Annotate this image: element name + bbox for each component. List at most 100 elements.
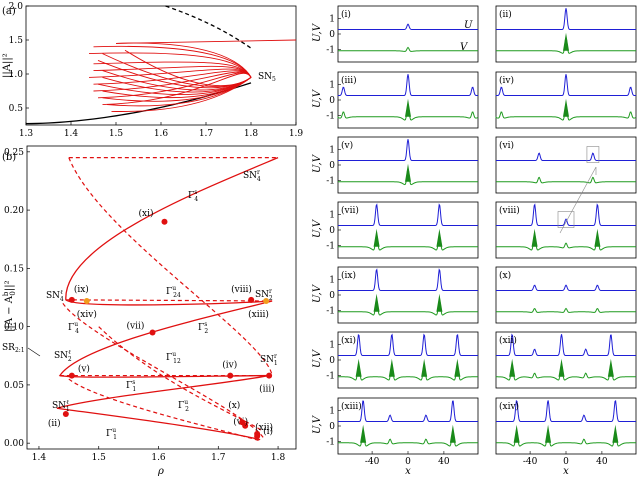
profile-frame: [337, 266, 479, 324]
profile-V-fill: [563, 32, 569, 51]
profile-V-fill: [436, 228, 443, 247]
panel-b-ticks: 1.4 1.5 1.6 1.7 1.8 0.00 0.05 0.10 0.15 0.20 0.25: [4, 148, 286, 463]
profile-V-fill: [355, 358, 362, 377]
point-label-xiv: (xiv): [77, 309, 97, 320]
profile-xlabel: x: [405, 466, 411, 477]
profile-label: (viii): [499, 205, 520, 216]
panel-b-points: (i)(ii)(iii)(iv)(v)(vi)(vii)(viii)(ix)(x…: [48, 208, 275, 440]
profile-U-line: [338, 400, 478, 423]
b-solid-snake: [56, 157, 279, 409]
point-xiii: [263, 297, 270, 304]
profile-V-fill: [436, 293, 443, 312]
label-sn4r: SNr 4: [243, 169, 261, 183]
profile-V-fill: [421, 358, 428, 377]
a-branch-red: [93, 45, 252, 87]
point-x: [239, 419, 246, 426]
profile-frame: [495, 136, 637, 194]
b-dash-1: [68, 157, 273, 376]
b-xtick-label: 1.4: [32, 453, 47, 463]
point-ii: [62, 411, 69, 418]
profile-label: (iv): [499, 75, 514, 86]
a-xtick-label: 1.3: [19, 129, 34, 139]
profile-ytick-label: 1: [329, 210, 335, 220]
profile-panel-2: (ii): [495, 5, 637, 63]
b-dash-3: [68, 378, 261, 442]
a-branch-dashed: [165, 5, 252, 49]
label-sn4l: SNℓ 4: [46, 289, 64, 303]
profile-panel-6: (vi): [495, 136, 637, 194]
label-sn2r: SNr 2: [255, 288, 273, 302]
point-label-xiii: (xiii): [248, 309, 269, 320]
profile-U-line: [496, 152, 636, 162]
profile-ytick-label: -1: [326, 242, 335, 252]
point-label-v: (v): [78, 364, 90, 375]
profile-U-line: [338, 333, 478, 357]
point-label-viii: (viii): [231, 284, 252, 295]
point-label-i: (i): [263, 426, 273, 437]
profile-xtick-label: 40: [438, 457, 450, 467]
profile-xlabel: x: [563, 466, 569, 477]
profile-v-label: V: [460, 42, 469, 53]
profile-panel-8: (viii): [495, 201, 637, 259]
label-gamma4u: Γu 4: [68, 321, 79, 335]
panel-a: (a) 1.3 1.4 1.5 1.6 1.7 1.8 1.9 0.5 1.0 1.5 2.0 ||…: [2, 2, 303, 139]
point-vii: [149, 329, 156, 336]
point-label-iii: (iii): [259, 384, 275, 395]
profile-ytick-label: 1: [329, 340, 335, 350]
profile-V-fill: [360, 424, 367, 443]
profile-label: (xiii): [341, 401, 362, 412]
label-gamma2u: Γu 2: [178, 399, 189, 413]
profile-V-fill: [373, 228, 380, 247]
panel-a-curves: [25, 5, 297, 125]
inset-connector-viii: [559, 166, 597, 234]
profile-V-fill: [558, 358, 565, 377]
label-gamma1s: Γs 1: [126, 379, 136, 393]
profile-V-fill: [405, 98, 411, 117]
b-ytick-label: 0.00: [4, 439, 24, 449]
profile-U-line: [338, 139, 478, 162]
profile-V-fill: [388, 358, 395, 377]
profile-V-fill: [545, 424, 552, 443]
profile-U-line: [337, 74, 479, 97]
point-xiv: [83, 297, 90, 304]
profile-ytick-label: 0: [329, 226, 335, 236]
profile-panel-10: (x): [495, 266, 637, 324]
panel-b: (b) 1.4 1.5 1.6 1.7 1.8 0.00 0.05 0.10 0.15 0.20 0…: [2, 145, 297, 477]
point-iv: [227, 372, 234, 379]
profile-label: (ix): [341, 270, 356, 281]
point-xi: [161, 218, 168, 225]
b-ytick-label: 0.10: [4, 323, 24, 333]
label-gamma1u: Γu 1: [106, 427, 117, 441]
profile-ylabel: U,V: [312, 153, 323, 173]
profile-U-line: [496, 333, 636, 357]
b-dash-4: [98, 326, 264, 432]
profile-panel-11: (xi) 1 0 -1U,V: [312, 331, 479, 389]
profile-V-fill: [531, 228, 538, 247]
profile-V-line: [338, 363, 478, 381]
panel-a-label: (a): [2, 6, 16, 17]
inset-box-vi: [586, 146, 600, 163]
b-ytick-label: 0.05: [4, 381, 24, 391]
profile-panel-9: (ix) 1 0 -1U,V: [312, 266, 479, 324]
profile-ylabel: U,V: [312, 88, 323, 108]
b-xtick-label: 1.5: [92, 453, 107, 463]
profile-V-line: [496, 233, 636, 251]
panel-b-xlabel: ρ: [157, 466, 164, 477]
profile-panel-4: (iv): [495, 71, 637, 129]
profile-ylabel: U,V: [312, 218, 323, 238]
profile-V-fill: [454, 358, 461, 377]
profile-label: (iii): [341, 75, 357, 86]
profile-ytick-label: 1: [329, 80, 335, 90]
label-gamma2s: Γs 2: [198, 321, 208, 335]
profile-panels: (i)10-1U,V UV(ii)(iii)10-1U,V(iv)(v)10-1U…: [312, 5, 637, 477]
profile-ytick-label: 0: [329, 161, 335, 171]
profile-xtick-label: 0: [405, 457, 411, 467]
profile-V-line: [496, 428, 636, 447]
b-xtick-label: 1.7: [211, 453, 226, 463]
a-ytick-label: 1.0: [9, 70, 24, 80]
b-xtick-label: 1.6: [151, 453, 166, 463]
a-xtick-label: 1.5: [109, 129, 124, 139]
label-gamma4s: Γs 4: [188, 189, 198, 203]
point-label-iv: (iv): [222, 360, 237, 371]
